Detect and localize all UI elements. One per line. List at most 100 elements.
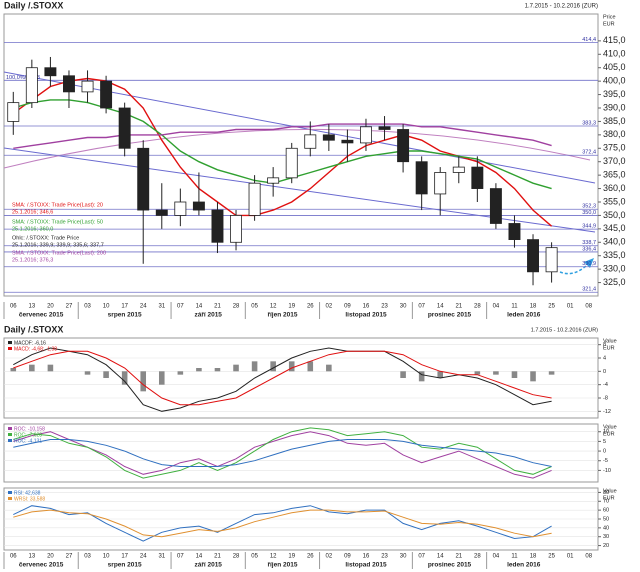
y-axis-label: EUR bbox=[603, 345, 615, 351]
month-label: říjen 2015 bbox=[267, 562, 297, 569]
legend-name: RSI: 42,638 bbox=[14, 490, 41, 496]
x-tick-label: 07 bbox=[418, 554, 425, 560]
candle-body bbox=[63, 75, 75, 93]
x-tick-label: 08 bbox=[585, 304, 592, 310]
y-axis-label: Value bbox=[603, 424, 617, 430]
x-tick-label: 23 bbox=[381, 304, 388, 310]
month-label: září 2015 bbox=[194, 562, 222, 569]
y-tick-label: -5 bbox=[603, 458, 608, 464]
x-tick-label: 20 bbox=[47, 554, 54, 560]
x-tick-label: 07 bbox=[418, 304, 425, 310]
histogram-bar bbox=[326, 364, 332, 372]
histogram-bar bbox=[288, 361, 295, 372]
x-tick-label: 18 bbox=[530, 304, 537, 310]
legend-name: SMA: /.STOXX: Trade Price(Last): 200 bbox=[12, 250, 106, 256]
y-tick-label: 30 bbox=[603, 534, 609, 540]
y-tick-label: 360,0 bbox=[603, 183, 626, 193]
candle-body bbox=[378, 126, 391, 130]
month-label: červenec 2015 bbox=[19, 312, 64, 319]
candle-body bbox=[489, 188, 502, 224]
level-label: 350,0 bbox=[582, 210, 596, 216]
y-tick-label: 415,0 bbox=[603, 35, 626, 45]
legend-swatch bbox=[8, 341, 12, 344]
x-tick-label: 14 bbox=[196, 304, 203, 310]
series-line bbox=[13, 509, 552, 538]
candle-body bbox=[545, 247, 558, 273]
histogram-bar bbox=[158, 371, 165, 385]
x-tick-label: 19 bbox=[288, 554, 295, 560]
x-tick-label: 07 bbox=[177, 554, 184, 560]
x-tick-label: 28 bbox=[474, 304, 481, 310]
x-tick-label: 25 bbox=[548, 304, 555, 310]
y-tick-label: 70 bbox=[603, 499, 609, 505]
y-axis-label: Price bbox=[603, 14, 616, 20]
fib-label: 100,0%/400,3 bbox=[6, 75, 40, 81]
series-line bbox=[13, 350, 552, 406]
candle-body bbox=[267, 177, 280, 184]
x-tick-label: 16 bbox=[363, 554, 370, 560]
x-tick-label: 03 bbox=[84, 554, 91, 560]
legend-swatch bbox=[8, 491, 12, 494]
month-label: prosinec 2015 bbox=[428, 312, 472, 319]
candle-body bbox=[452, 166, 465, 173]
x-tick-label: 27 bbox=[66, 304, 73, 310]
y-axis-label: EUR bbox=[603, 495, 615, 501]
trend-curve bbox=[3, 128, 591, 169]
x-tick-label: 30 bbox=[400, 554, 407, 560]
y-tick-label: 60 bbox=[603, 508, 609, 514]
x-tick-label: 09 bbox=[344, 304, 351, 310]
y-tick-label: 395,0 bbox=[603, 89, 626, 99]
x-tick-label: 08 bbox=[585, 554, 592, 560]
histogram-bar bbox=[400, 371, 406, 378]
x-tick-label: 23 bbox=[381, 554, 388, 560]
month-label: září 2015 bbox=[194, 312, 222, 319]
y-tick-label: 335,0 bbox=[603, 250, 626, 260]
candle-body bbox=[192, 201, 205, 211]
legend-name: ROC: -4,131 bbox=[14, 438, 42, 444]
series-line bbox=[13, 123, 552, 149]
candle-body bbox=[527, 239, 540, 273]
series-line bbox=[13, 505, 552, 542]
chart-title: Daily /.STOXX bbox=[4, 0, 63, 10]
series-line bbox=[13, 431, 552, 479]
x-tick-label: 31 bbox=[158, 304, 165, 310]
y-tick-label: -10 bbox=[603, 468, 611, 474]
legend-name: MACD: -4,68; -1,38 bbox=[14, 346, 57, 352]
series-line bbox=[13, 439, 552, 467]
legend-name: SMA: /.STOXX: Trade Price(Last): 50 bbox=[12, 219, 103, 225]
candle-body bbox=[174, 201, 187, 216]
x-tick-label: 02 bbox=[326, 304, 333, 310]
histogram-bar bbox=[511, 371, 518, 378]
level-label: 372,4 bbox=[582, 150, 596, 156]
roc-frame bbox=[3, 423, 599, 483]
level-label: 336,4 bbox=[582, 246, 596, 252]
y-tick-label: 5 bbox=[603, 439, 606, 445]
candle-body bbox=[81, 80, 94, 93]
y-tick-label: 0 bbox=[603, 369, 606, 375]
x-tick-label: 10 bbox=[103, 554, 110, 560]
histogram-bar bbox=[530, 371, 536, 382]
x-tick-label: 26 bbox=[307, 554, 314, 560]
x-tick-label: 13 bbox=[29, 554, 36, 560]
y-tick-label: 50 bbox=[603, 516, 609, 522]
month-label: prosinec 2015 bbox=[428, 562, 472, 569]
legend-value: 25.1.2016; 346,6 bbox=[12, 209, 53, 215]
candle-body bbox=[285, 147, 298, 179]
y-tick-label: 400,0 bbox=[603, 76, 626, 86]
y-tick-label: 410,0 bbox=[603, 49, 626, 59]
y-tick-label: 340,0 bbox=[603, 237, 626, 247]
x-tick-label: 27 bbox=[66, 554, 73, 560]
x-tick-label: 14 bbox=[437, 554, 444, 560]
legend-name: MACDF: -6,16 bbox=[14, 340, 46, 346]
x-tick-label: 14 bbox=[437, 304, 444, 310]
histogram-bar bbox=[121, 371, 128, 385]
level-label: 330,9 bbox=[582, 261, 596, 267]
x-tick-label: 25 bbox=[548, 554, 555, 560]
x-tick-label: 10 bbox=[103, 304, 110, 310]
y-axis-label: EUR bbox=[603, 21, 615, 27]
y-tick-label: 345,0 bbox=[603, 223, 626, 233]
y-tick-label: -4 bbox=[603, 382, 608, 388]
candle-body bbox=[25, 67, 38, 104]
candle-body bbox=[471, 166, 484, 189]
x-tick-label: 11 bbox=[511, 304, 518, 310]
